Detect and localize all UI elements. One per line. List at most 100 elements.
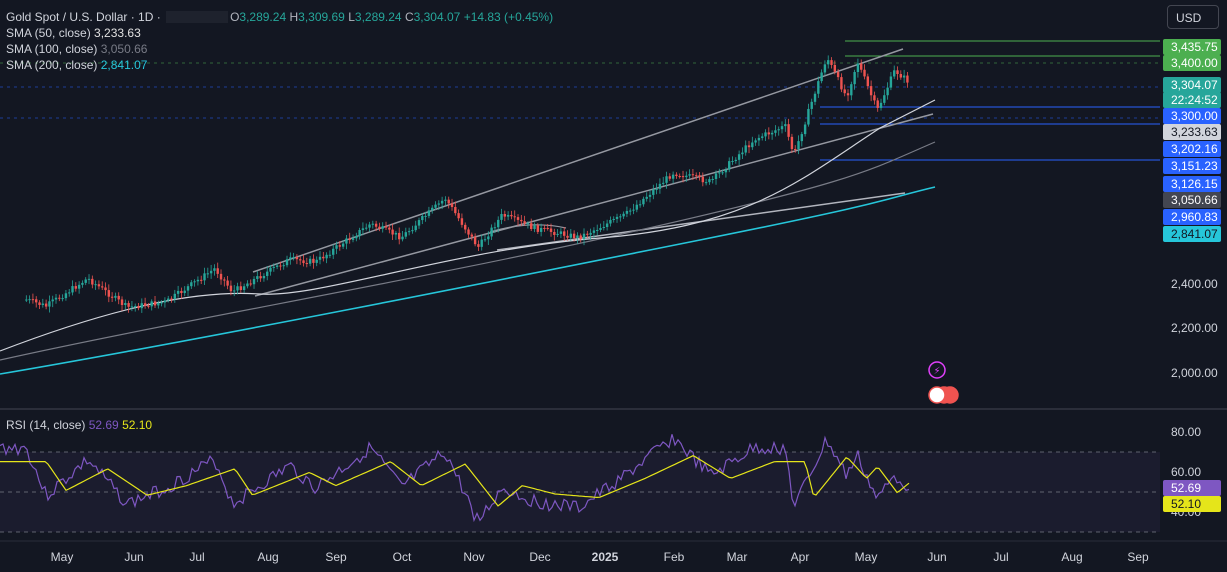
price-tag-label: 2,960.83 xyxy=(1171,210,1218,224)
candle-body xyxy=(833,64,837,72)
candle-body xyxy=(860,63,863,70)
candle-body xyxy=(398,232,401,240)
candle-body xyxy=(886,87,889,96)
candle-body xyxy=(691,174,695,176)
candle-body xyxy=(704,182,708,184)
candle-body xyxy=(206,273,210,275)
candle-body xyxy=(170,298,173,300)
time-axis-label: Jun xyxy=(124,550,143,564)
candle-body xyxy=(856,63,860,73)
candle-body xyxy=(599,227,602,230)
time-axis-label: Jul xyxy=(189,550,204,564)
candle-body xyxy=(437,203,441,205)
time-axis-label: Aug xyxy=(257,550,278,564)
candle-body xyxy=(38,302,41,305)
candle-body xyxy=(764,132,767,137)
candle-body xyxy=(318,256,322,260)
candle-body xyxy=(450,203,454,207)
rsi-tag-bg xyxy=(1163,480,1221,496)
candle-body xyxy=(711,178,714,180)
candle-body xyxy=(840,77,843,90)
currency-button[interactable]: USD xyxy=(1167,5,1219,29)
candle-body xyxy=(770,132,774,135)
candle-body xyxy=(658,183,662,189)
candle-body xyxy=(652,189,655,195)
rsi-tag-label: 52.10 xyxy=(1171,497,1201,511)
candle-body xyxy=(655,188,658,190)
time-axis-label: Jun xyxy=(927,550,946,564)
candle-body xyxy=(358,229,361,237)
price-tick-label: 2,200.00 xyxy=(1171,321,1218,335)
price-tick-label: 2,000.00 xyxy=(1171,366,1218,380)
time-axis-label: Apr xyxy=(791,550,810,564)
candle-body xyxy=(216,268,219,274)
candle-body xyxy=(219,273,223,280)
candle-body xyxy=(124,303,127,305)
candle-body xyxy=(830,60,833,65)
sma200-value: 2,841.07 xyxy=(100,58,148,72)
candle-body xyxy=(384,226,388,228)
candle-body xyxy=(572,233,576,239)
time-axis-label: Sep xyxy=(325,550,347,564)
candle-body xyxy=(823,64,827,73)
candle-body xyxy=(820,72,823,82)
candle-body xyxy=(879,102,883,108)
candle-body xyxy=(487,236,490,240)
candle-body xyxy=(797,141,800,150)
close-label: C xyxy=(404,10,414,24)
us-flag-event-icon xyxy=(928,386,946,404)
high-label: H xyxy=(289,10,299,24)
candle-body xyxy=(566,235,569,238)
rsi-ma-value: 52.10 xyxy=(122,418,153,432)
candle-body xyxy=(747,145,751,148)
candle-body xyxy=(906,75,909,83)
sma100-label: SMA (100, close) xyxy=(6,42,98,56)
candle-body xyxy=(873,95,876,101)
price-tag-label: 3,202.16 xyxy=(1171,142,1218,156)
candle-body xyxy=(259,276,262,279)
candle-body xyxy=(391,229,394,235)
sma50-value: 3,233.63 xyxy=(94,26,141,40)
rsi-label: RSI (14, close) xyxy=(6,418,86,432)
candle-body xyxy=(94,284,97,286)
price-tag-label: 3,233.63 xyxy=(1171,125,1218,139)
candle-body xyxy=(473,236,477,245)
time-axis-label: 2025 xyxy=(592,550,619,564)
candle-body xyxy=(190,282,193,287)
candle-body xyxy=(394,232,398,235)
candle-body xyxy=(701,176,705,183)
candle-body xyxy=(582,233,586,240)
open-label: O xyxy=(230,10,240,24)
candle-body xyxy=(807,108,810,125)
candle-body xyxy=(576,235,579,239)
rsi-legend[interactable]: RSI (14, close) 52.69 52.10 xyxy=(6,417,152,433)
candle-body xyxy=(516,217,520,220)
candle-body xyxy=(724,169,728,173)
candle-body xyxy=(794,149,797,151)
price-tag-bg xyxy=(1163,141,1221,157)
sma50-legend[interactable]: SMA (50, close) 3,233.63 xyxy=(6,25,141,41)
candle-body xyxy=(229,285,233,292)
candle-body xyxy=(447,199,450,204)
rsi-line xyxy=(0,434,910,523)
candle-body xyxy=(414,225,417,231)
candle-body xyxy=(308,258,312,264)
candle-body xyxy=(662,182,665,184)
candle-body xyxy=(130,306,134,308)
candle-body xyxy=(546,227,549,229)
price-tag-label: 3,304.07 xyxy=(1171,78,1218,92)
candle-body xyxy=(157,302,160,306)
candle-body xyxy=(803,124,807,135)
candle-body xyxy=(262,275,266,279)
candle-body xyxy=(285,259,289,266)
price-tag-label: 3,435.75 xyxy=(1171,40,1218,54)
sma200-legend[interactable]: SMA (200, close) 2,841.07 xyxy=(6,57,147,73)
price-tick-label: 2,400.00 xyxy=(1171,277,1218,291)
candle-body xyxy=(510,214,513,217)
sma100-legend[interactable]: SMA (100, close) 3,050.66 xyxy=(6,41,147,57)
event-lightning-icon xyxy=(928,361,946,379)
candle-body xyxy=(143,303,147,306)
candle-body xyxy=(543,227,546,229)
candle-body xyxy=(784,124,787,127)
